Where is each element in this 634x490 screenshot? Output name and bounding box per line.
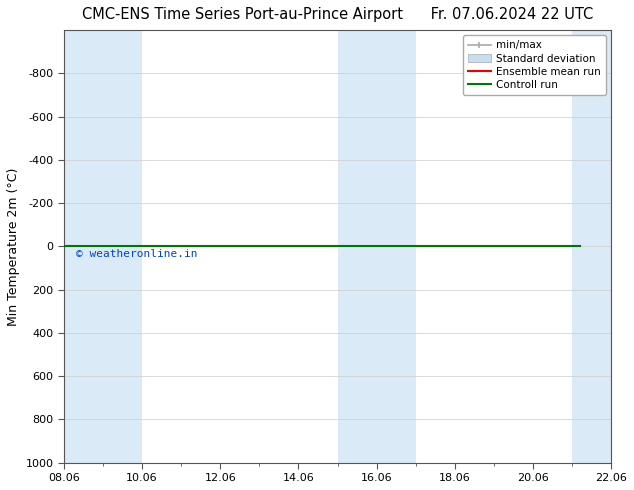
Bar bbox=[377, 30, 416, 463]
Bar bbox=[572, 30, 611, 463]
Title: CMC-ENS Time Series Port-au-Prince Airport      Fr. 07.06.2024 22 UTC: CMC-ENS Time Series Port-au-Prince Airpo… bbox=[82, 7, 593, 22]
Legend: min/max, Standard deviation, Ensemble mean run, Controll run: min/max, Standard deviation, Ensemble me… bbox=[463, 35, 606, 95]
Bar bbox=[103, 30, 142, 463]
Bar bbox=[337, 30, 377, 463]
Text: © weatheronline.in: © weatheronline.in bbox=[75, 249, 197, 259]
Y-axis label: Min Temperature 2m (°C): Min Temperature 2m (°C) bbox=[7, 167, 20, 325]
Bar bbox=[64, 30, 103, 463]
